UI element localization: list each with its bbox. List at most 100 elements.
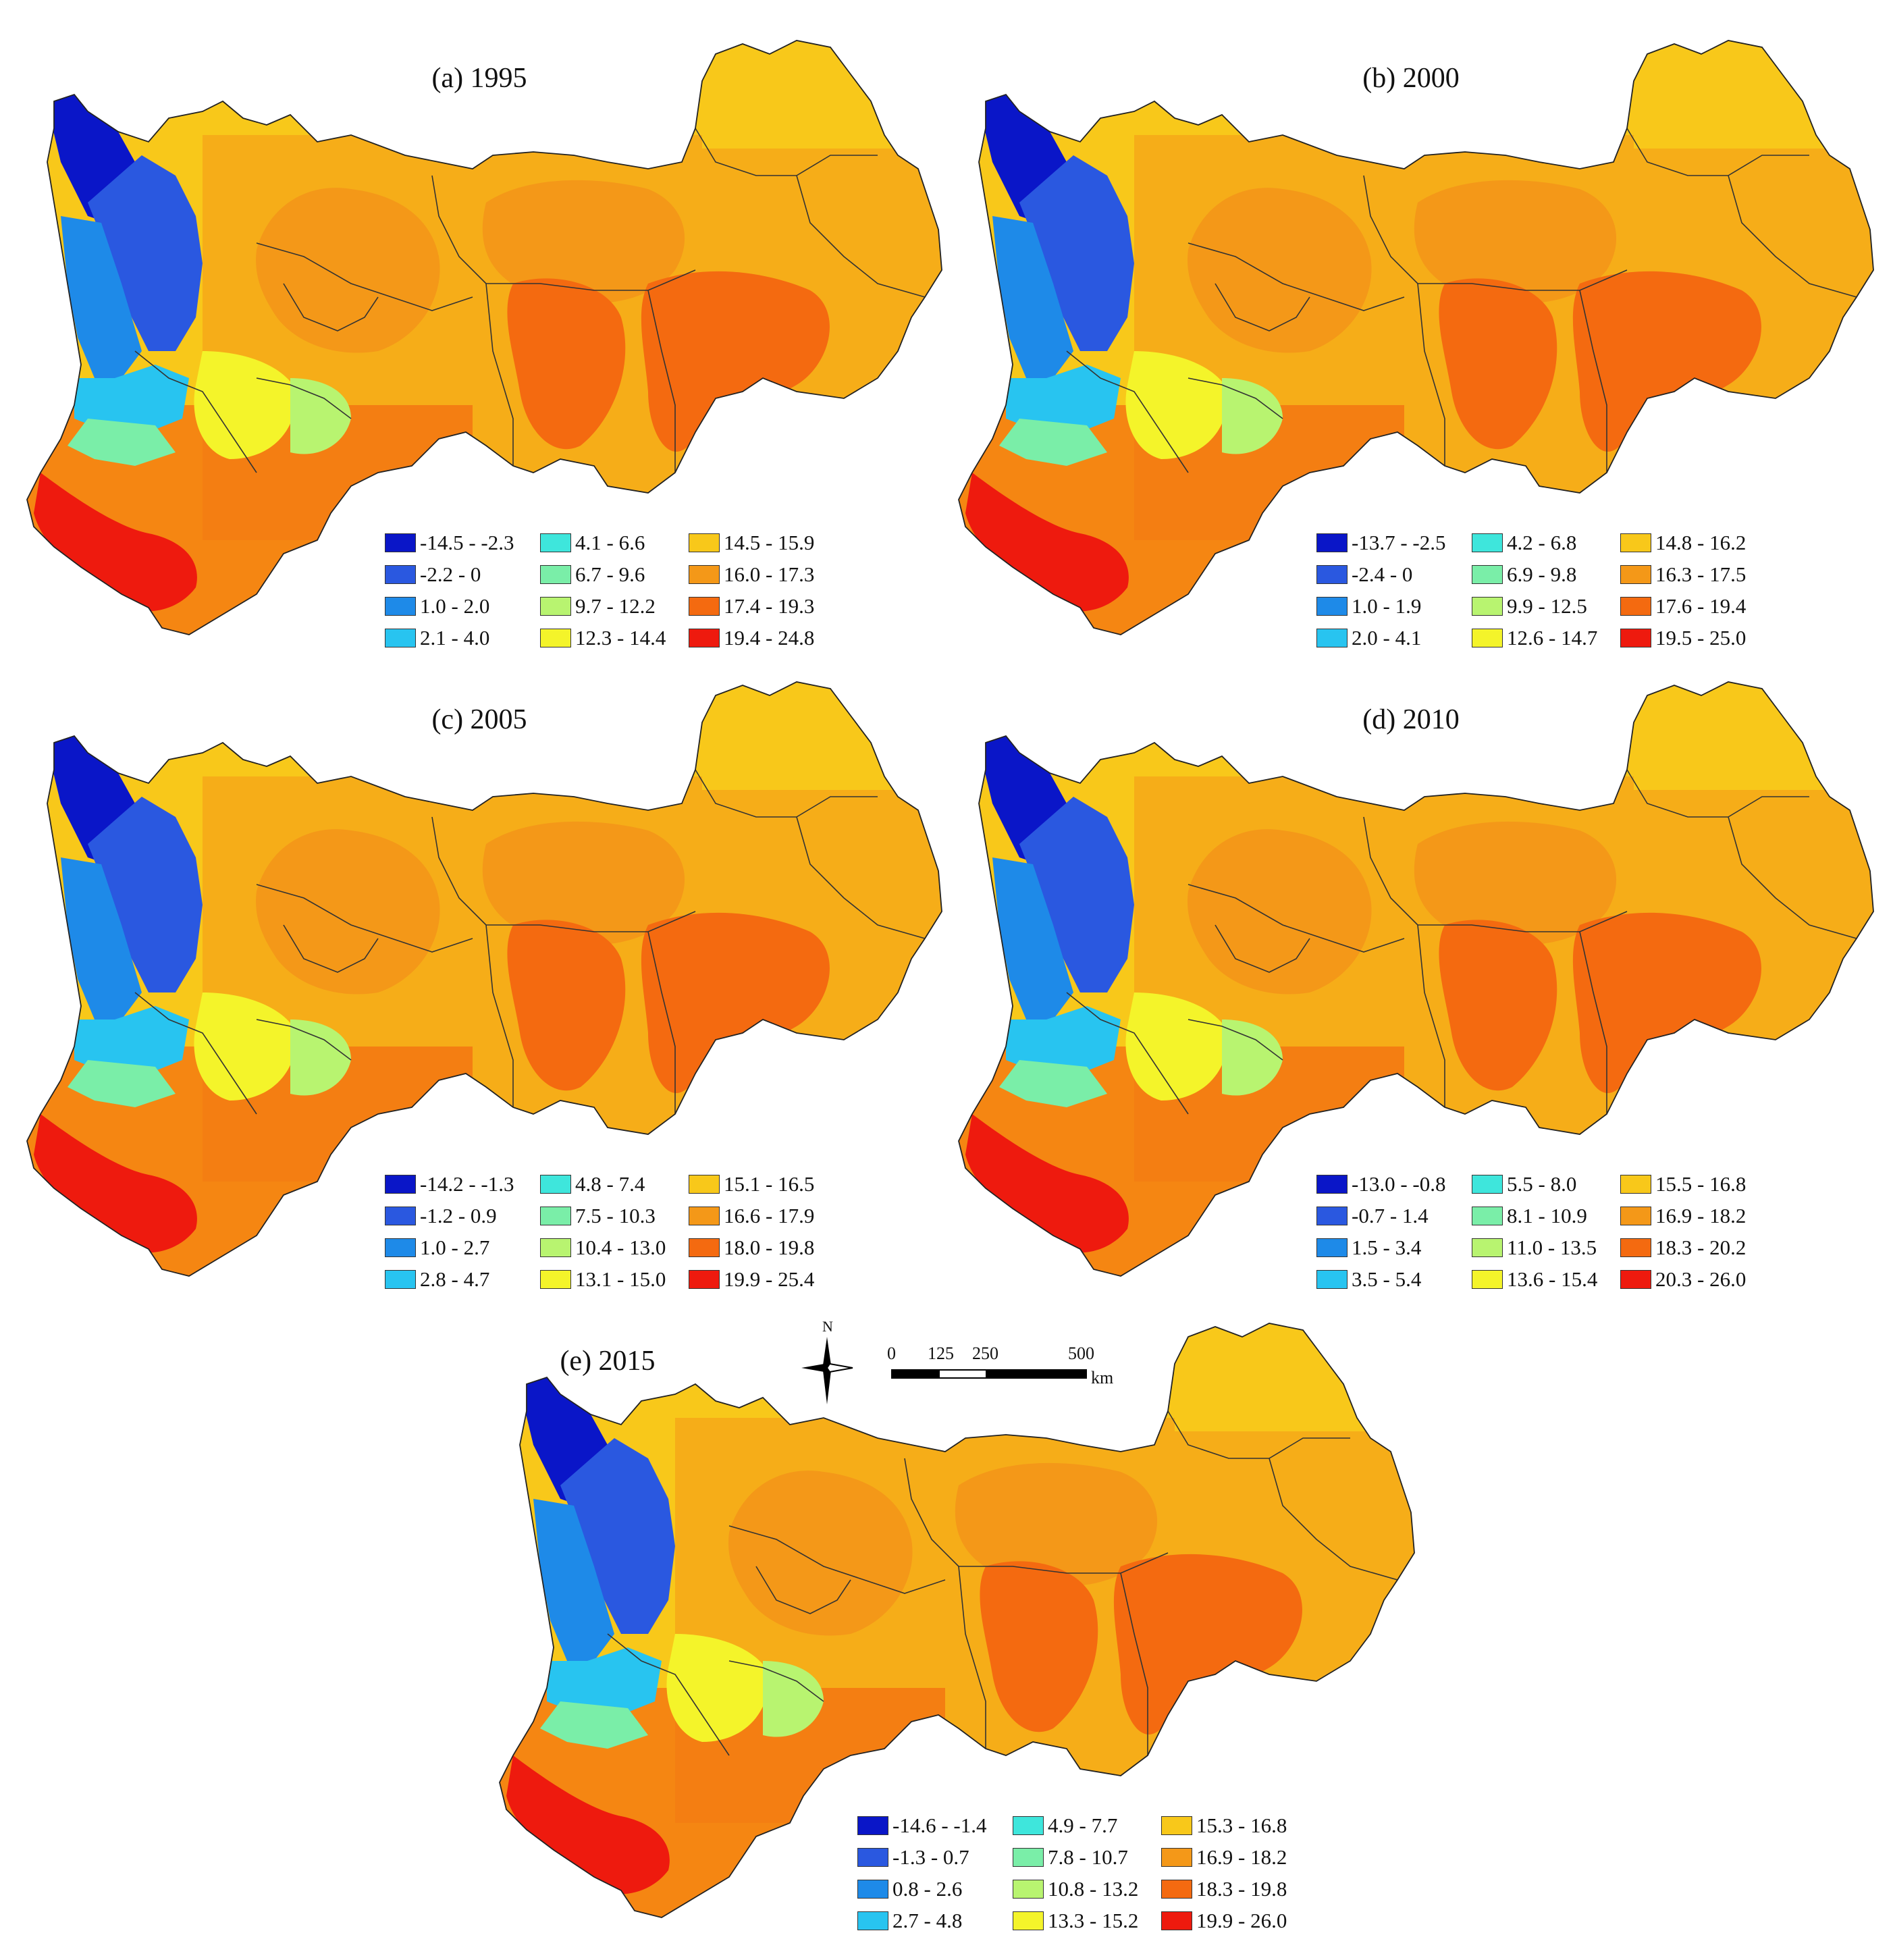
legend-item: -2.4 - 0	[1316, 558, 1472, 590]
legend-swatch	[1472, 1269, 1503, 1289]
map-zone	[256, 829, 440, 995]
legend-item: 4.9 - 7.7	[1013, 1809, 1161, 1841]
legend-swatch	[857, 1879, 888, 1899]
map-outline	[26, 681, 942, 1277]
legend-item: 20.3 - 26.0	[1620, 1263, 1782, 1295]
legend-swatch	[540, 628, 571, 647]
map-outline	[958, 40, 1874, 635]
province-boundary	[647, 290, 676, 473]
map-legend: -13.7 - -2.5 -2.4 - 0 1.0 - 1.9 2.0 - 4.1 4.…	[1316, 527, 1782, 654]
panel-title: (a) 1995	[431, 63, 527, 94]
legend-swatch	[1013, 1911, 1044, 1930]
legend-swatch	[1161, 1816, 1192, 1835]
province-boundary	[1215, 283, 1310, 332]
legend-item: 2.7 - 4.8	[857, 1905, 1013, 1936]
legend-item: 15.1 - 16.5	[689, 1168, 851, 1200]
legend-item: 12.6 - 14.7	[1472, 622, 1620, 654]
legend-swatch	[1316, 1206, 1348, 1225]
map-zone	[68, 419, 176, 466]
province-boundary	[283, 924, 379, 973]
map-region	[26, 40, 942, 635]
map-zone	[1439, 920, 1557, 1091]
legend-label: 4.9 - 7.7	[1048, 1813, 1118, 1837]
legend-label: 1.0 - 2.7	[420, 1235, 490, 1259]
legend-swatch	[1620, 1269, 1651, 1289]
legend-item: 16.0 - 17.3	[689, 558, 851, 590]
legend-item: 16.6 - 17.9	[689, 1200, 851, 1231]
map-zone	[641, 271, 830, 452]
legend-label: -1.2 - 0.9	[420, 1203, 497, 1227]
legend-label: 13.3 - 15.2	[1048, 1908, 1139, 1932]
map-zone	[992, 857, 1073, 1019]
province-boundary	[695, 128, 878, 176]
map-zone	[1006, 365, 1121, 432]
legend-label: 2.8 - 4.7	[420, 1267, 490, 1291]
legend-item: 1.0 - 1.9	[1316, 590, 1472, 622]
province-boundary	[486, 269, 696, 291]
map-zone	[980, 1561, 1098, 1732]
province-boundary	[1188, 884, 1405, 953]
province-boundary	[256, 1019, 352, 1061]
legend-label: -14.2 - -1.3	[420, 1171, 514, 1196]
legend-label: 16.6 - 17.9	[724, 1203, 815, 1227]
legend-label: 15.1 - 16.5	[724, 1171, 815, 1196]
province-boundary	[485, 283, 514, 466]
province-boundary	[134, 992, 257, 1115]
legend-label: 17.4 - 19.3	[724, 593, 815, 618]
map-zone	[728, 1471, 913, 1636]
legend-item: 12.3 - 14.4	[540, 622, 689, 654]
map-zone	[482, 821, 685, 945]
legend-item: -0.7 - 1.4	[1316, 1200, 1472, 1231]
scale-tick-label: 250	[972, 1344, 998, 1363]
map-zone	[1414, 821, 1617, 945]
province-boundary	[1188, 242, 1405, 311]
map-zone	[290, 1019, 351, 1096]
legend-swatch	[689, 628, 720, 647]
legend-swatch	[1316, 1238, 1348, 1257]
province-boundary	[134, 350, 257, 473]
legend-swatch	[540, 596, 571, 616]
legend-item: -14.6 - -1.4	[857, 1809, 1013, 1841]
legend-item: 10.8 - 13.2	[1013, 1873, 1161, 1905]
legend-swatch	[385, 628, 416, 647]
legend-swatch	[1316, 533, 1348, 552]
map-zone	[507, 920, 626, 1091]
province-boundary	[485, 924, 514, 1107]
legend-label: 12.6 - 14.7	[1507, 625, 1598, 650]
legend-label: 15.3 - 16.8	[1196, 1813, 1287, 1837]
legend-swatch	[689, 1269, 720, 1289]
legend-swatch	[1620, 628, 1651, 647]
map-zone	[955, 1462, 1158, 1587]
map-zone	[540, 1701, 648, 1749]
province-boundary	[1215, 924, 1310, 973]
province-boundary	[755, 1566, 851, 1614]
legend-item: 16.3 - 17.5	[1620, 558, 1782, 590]
legend-item: 4.8 - 7.4	[540, 1168, 689, 1200]
province-boundary	[256, 884, 473, 953]
map-zone	[1006, 1006, 1121, 1074]
province-boundary	[1120, 1572, 1148, 1755]
map-region	[958, 40, 1874, 635]
map-zone	[1222, 1019, 1283, 1096]
legend-item: -2.2 - 0	[385, 558, 540, 590]
legend-item: 18.0 - 19.8	[689, 1231, 851, 1263]
map-zone	[1019, 797, 1134, 992]
map-zone	[999, 419, 1107, 466]
scale-bar: 0 125 250 500 km	[887, 1344, 1121, 1391]
map-region	[958, 681, 1874, 1277]
legend-label: 4.8 - 7.4	[575, 1171, 645, 1196]
map-region	[499, 1323, 1415, 1918]
map-zone	[641, 912, 830, 1093]
map-zone	[999, 1060, 1107, 1107]
legend-swatch	[689, 1206, 720, 1225]
map-outline	[499, 1323, 1415, 1918]
legend-item: 6.9 - 9.8	[1472, 558, 1620, 590]
province-boundary	[1579, 290, 1607, 473]
legend-label: 12.3 - 14.4	[575, 625, 666, 650]
legend-swatch	[1620, 564, 1651, 584]
map-zone	[710, 691, 873, 780]
legend-label: -14.5 - -2.3	[420, 530, 514, 554]
legend-label: 2.1 - 4.0	[420, 625, 490, 650]
legend-item: 7.5 - 10.3	[540, 1200, 689, 1231]
map-zone	[61, 216, 142, 378]
